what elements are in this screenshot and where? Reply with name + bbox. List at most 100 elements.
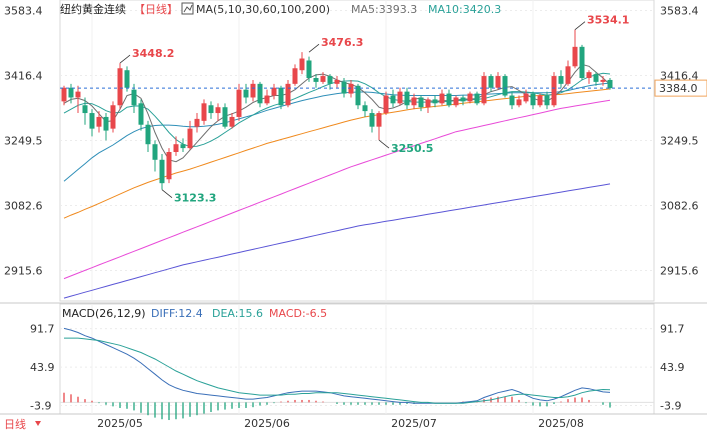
- candle-body-down: [103, 116, 109, 131]
- candle-body-down: [222, 107, 228, 127]
- price-y-tick-right: 3416.4: [660, 70, 699, 83]
- date-x-label: 2025/05: [97, 417, 143, 430]
- candle-body-up: [600, 79, 606, 82]
- annotation-leader: [574, 21, 586, 30]
- price-y-tick-left: 3082.6: [4, 200, 43, 213]
- candle-body-down: [544, 95, 550, 106]
- candle-body-up: [201, 103, 207, 121]
- candle-body-up: [439, 93, 445, 104]
- candle-body-up: [75, 91, 81, 98]
- candle-body-up: [299, 58, 305, 71]
- candle-body-up: [411, 97, 417, 106]
- candle-body-down: [369, 113, 375, 127]
- low-annotation: 3123.3: [174, 192, 216, 205]
- high-annotation: 3534.1: [587, 14, 629, 27]
- chevron-down-icon[interactable]: [35, 421, 41, 426]
- candle-body-up: [166, 152, 172, 180]
- macd-diff-value: DIFF:12.4: [151, 307, 203, 320]
- candle-body-up: [250, 83, 256, 98]
- price-y-tick-right: 3249.5: [660, 135, 699, 148]
- candle-body-down: [180, 144, 186, 149]
- candle-body-up: [264, 95, 270, 104]
- macd-diff-line: [63, 327, 611, 404]
- candle-body-up: [173, 144, 179, 152]
- candle-body-down: [509, 95, 515, 106]
- candle-body-down: [607, 79, 613, 89]
- candle-body-down: [530, 93, 536, 106]
- candle-body-down: [460, 97, 466, 102]
- date-x-label: 2025/07: [391, 417, 437, 430]
- candle-body-up: [523, 93, 529, 102]
- candle-body-down: [446, 93, 452, 106]
- candle-body-down: [418, 97, 424, 108]
- candle-body-down: [152, 144, 158, 160]
- candle-body-down: [208, 105, 214, 114]
- candle-body-down: [362, 105, 368, 112]
- ma-settings-icon[interactable]: [181, 2, 194, 15]
- candle-body-up: [397, 91, 403, 104]
- grid-layer: [60, 0, 654, 414]
- candle-body-up: [271, 87, 277, 96]
- price-panel-frame: [59, 0, 655, 302]
- annotation-leader: [119, 54, 131, 64]
- candle-body-up: [481, 76, 487, 104]
- macd-layer: [60, 327, 654, 421]
- macd-y-tick-right: 43.9: [660, 361, 685, 374]
- period-tab-label[interactable]: 日线: [4, 417, 26, 431]
- macd-y-tick-left: -3.9: [30, 399, 51, 412]
- candle-body-down: [124, 70, 130, 88]
- candle-body-down: [593, 74, 599, 82]
- annotation-leader: [378, 139, 390, 149]
- candle-body-up: [376, 113, 382, 127]
- ma-line-ma30: [63, 82, 611, 182]
- candle-body-down: [488, 76, 494, 88]
- candle-body-up: [383, 95, 389, 114]
- macd-y-tick-left: 43.9: [30, 361, 55, 374]
- candle-body-up: [565, 66, 571, 84]
- date-x-label: 2025/06: [244, 417, 290, 430]
- candle-body-up: [194, 118, 200, 127]
- candle-body-down: [145, 124, 151, 145]
- candle-body-up: [292, 68, 298, 84]
- price-y-tick-left: 2915.6: [4, 265, 43, 278]
- candle-body-down: [474, 93, 480, 104]
- candle-body-up: [229, 116, 235, 127]
- candle-body-up: [453, 97, 459, 106]
- candle-body-down: [278, 87, 284, 106]
- macd-panel-frame: [59, 303, 655, 415]
- price-y-tick-right: 3082.6: [660, 200, 699, 213]
- period-tab[interactable]: [0, 415, 44, 431]
- ma10-value: MA10:3420.3: [428, 3, 501, 16]
- annotation-layer: 3448.2 3476.3 3534.1 3123.3 3250.5: [119, 14, 629, 205]
- candle-body-up: [516, 99, 522, 106]
- price-y-tick-left: 3249.5: [4, 135, 43, 148]
- candle-body-up: [572, 46, 578, 67]
- macd-y-tick-right: -3.9: [660, 399, 681, 412]
- candle-body-down: [82, 105, 88, 114]
- price-y-tick-right: 3583.4: [660, 4, 699, 17]
- candle-body-up: [348, 83, 354, 94]
- macd-y-tick-left: 91.7: [30, 323, 55, 336]
- candle-body-down: [131, 89, 137, 106]
- candle-body-down: [390, 95, 396, 104]
- candle-body-up: [320, 76, 326, 82]
- candle-body-up: [551, 76, 557, 106]
- macd-y-tick-right: 91.7: [660, 323, 685, 336]
- price-y-tick-right: 2915.6: [660, 265, 699, 278]
- candle-body-down: [502, 76, 508, 96]
- macd-dea-line: [64, 337, 611, 404]
- candle-body-down: [313, 78, 319, 82]
- period-label[interactable]: 【日线】: [134, 2, 178, 16]
- candle-body-up: [110, 105, 116, 129]
- candle-body-up: [61, 87, 67, 102]
- candle-body-down: [243, 89, 249, 98]
- price-y-tick-left: 3583.4: [4, 4, 43, 17]
- candle-body-down: [404, 91, 410, 106]
- low-annotation: 3250.5: [391, 142, 433, 155]
- ma-params-label: MA(5,10,30,60,100,200): [196, 3, 330, 16]
- high-annotation: 3476.3: [321, 36, 363, 49]
- axis-layer: 3583.4 3583.4 3416.4 3416.4 3249.5 3249.5 3082…: [4, 4, 699, 430]
- candle-body-up: [495, 76, 501, 88]
- candle-body-down: [327, 76, 333, 84]
- candle-body-down: [159, 159, 165, 184]
